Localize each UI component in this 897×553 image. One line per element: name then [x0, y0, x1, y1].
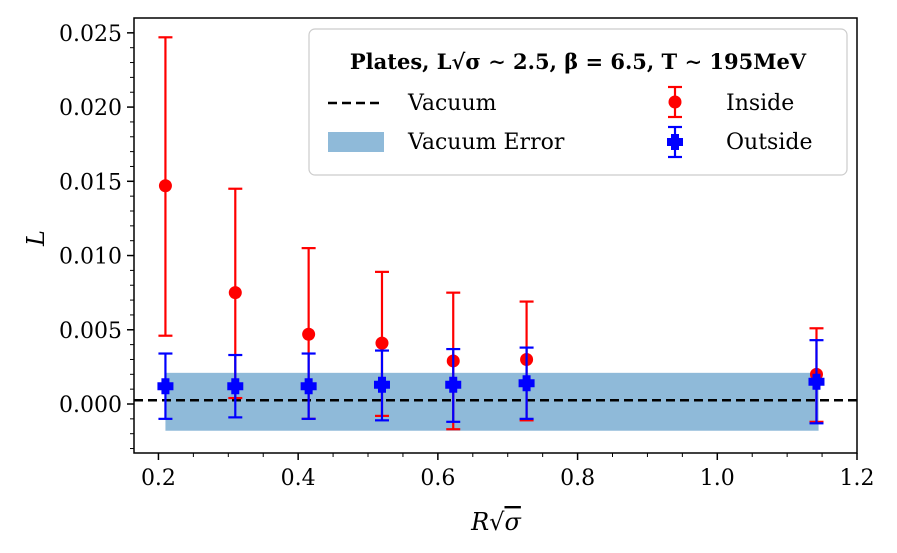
outside-marker-4: [445, 376, 462, 393]
inside-marker-3: [375, 336, 389, 350]
legend-outside-swatch: [667, 125, 683, 159]
outside-point-0: [157, 352, 174, 420]
inside-point-0: [158, 36, 173, 337]
legend-title: Plates, L√σ ∼ 2.5, β = 6.5, T ∼ 195MeV: [350, 49, 807, 74]
y-tick-label-5: 0.025: [59, 22, 122, 47]
x-tick-label-3: 0.8: [560, 466, 595, 491]
outside-point-1: [227, 353, 244, 419]
outside-point-2: [300, 352, 317, 420]
y-tick-label-4: 0.020: [59, 96, 122, 121]
legend-inside-label: Inside: [726, 91, 794, 116]
outside-marker-3: [373, 376, 390, 393]
ticks-layer: 0.2 0.4 0.6 0.8 1.0 1.2 0.000 0.005 0.010 0.015 0.…: [59, 22, 874, 491]
outside-marker-5: [518, 375, 535, 392]
data-layer: [134, 36, 857, 431]
legend-vacuum-label: Vacuum: [407, 91, 497, 116]
x-tick-label-1: 0.4: [281, 466, 316, 491]
outside-point-4: [445, 347, 462, 423]
outside-marker-0: [157, 378, 174, 395]
outside-point-6: [808, 339, 825, 425]
outside-marker-6: [808, 373, 825, 390]
legend-vacuum-error-label: Vacuum Error: [407, 130, 565, 155]
y-tick-label-2: 0.010: [59, 245, 122, 270]
legend: Plates, L√σ ∼ 2.5, β = 6.5, T ∼ 195MeV V…: [308, 28, 848, 176]
legend-vacuum-error-swatch: [328, 132, 384, 152]
legend-box: [308, 28, 848, 176]
y-tick-label-0: 0.000: [59, 393, 122, 418]
x-axis-label: R√σ: [470, 508, 521, 536]
legend-inside-swatch: [668, 85, 682, 119]
outside-marker-1: [227, 378, 244, 395]
axes-frame: [133, 17, 858, 454]
y-tick-label-3: 0.015: [59, 170, 122, 195]
x-tick-label-5: 1.2: [840, 466, 875, 491]
outside-point-3: [373, 349, 390, 422]
inside-marker-0: [158, 179, 172, 193]
y-axis-label: L: [22, 230, 50, 247]
x-tick-label-0: 0.2: [141, 466, 176, 491]
vacuum-error-band: [165, 372, 819, 431]
x-tick-label-4: 1.0: [700, 466, 735, 491]
outside-marker-2: [300, 378, 317, 395]
inside-marker-1: [228, 286, 242, 300]
outside-point-5: [518, 346, 535, 420]
x-tick-label-2: 0.6: [420, 466, 455, 491]
legend-outside-label: Outside: [726, 130, 812, 155]
y-tick-label-1: 0.005: [59, 319, 122, 344]
inside-marker-2: [302, 327, 316, 341]
